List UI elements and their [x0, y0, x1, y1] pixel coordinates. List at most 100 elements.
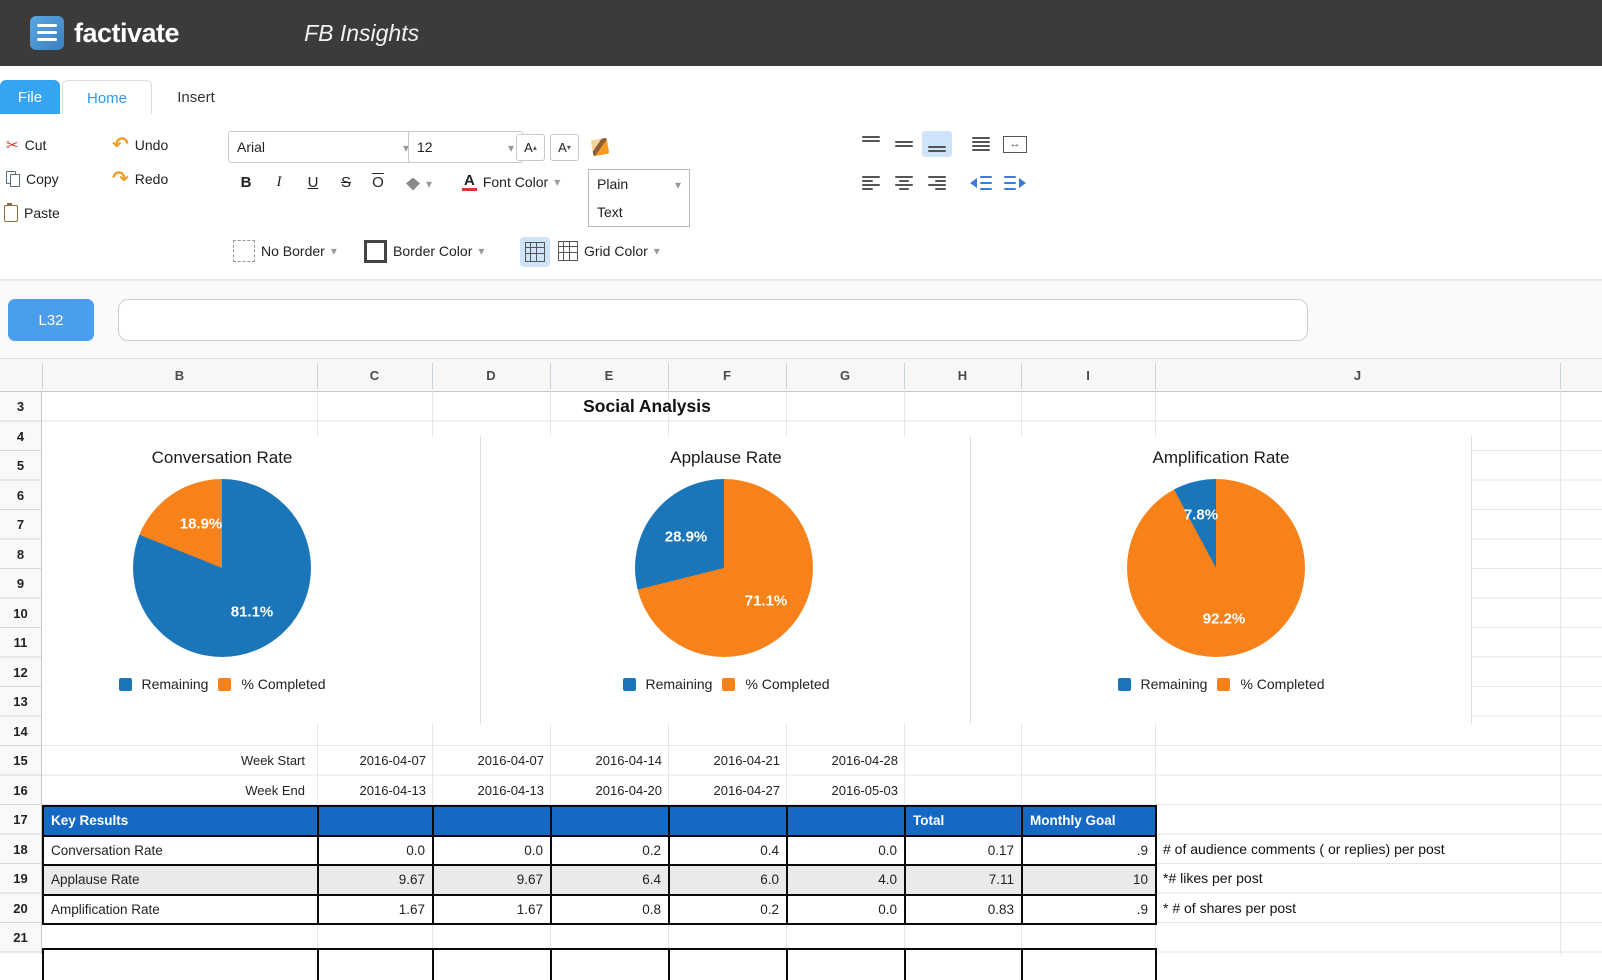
column-header-C[interactable]: C — [369, 368, 380, 383]
cell-note[interactable]: * # of shares per post — [1163, 899, 1297, 916]
row-header[interactable]: 3 — [16, 399, 25, 414]
bold-button[interactable]: B — [240, 174, 252, 191]
underline-button[interactable]: U — [307, 174, 319, 191]
cell-goal[interactable]: .9 — [1023, 895, 1157, 925]
row-header[interactable]: 7 — [16, 517, 25, 532]
cell-week-end-label[interactable]: Week End — [245, 782, 305, 798]
cell-value[interactable]: 0.8 — [552, 895, 670, 925]
row-header[interactable]: 16 — [13, 782, 28, 798]
cell-value[interactable]: 0.0 — [434, 836, 552, 866]
row-header[interactable]: 9 — [16, 576, 25, 591]
sheet-section-title[interactable]: Social Analysis — [583, 396, 711, 416]
cell-week-start[interactable]: 2016-04-07 — [477, 753, 545, 768]
border-color-button[interactable]: Border Color — [364, 239, 484, 263]
redo-button[interactable]: ↷ Redo — [112, 168, 169, 190]
cell-value[interactable]: 6.0 — [670, 866, 788, 896]
cell-value[interactable]: 6.4 — [552, 866, 670, 896]
indent-increase-button[interactable] — [1000, 170, 1030, 196]
cell[interactable] — [319, 807, 434, 837]
format-option-plain[interactable]: Plain — [589, 170, 689, 198]
row-header[interactable]: 6 — [16, 487, 25, 503]
cell-total[interactable]: 7.11 — [906, 866, 1023, 896]
column-header-D[interactable]: D — [486, 368, 496, 383]
cell-value[interactable]: 9.67 — [434, 866, 552, 896]
italic-button[interactable]: I — [276, 174, 282, 190]
fill-color-button[interactable] — [406, 172, 432, 196]
cell-week-end[interactable]: 2016-04-13 — [359, 782, 427, 798]
cell-week-end[interactable]: 2016-05-03 — [831, 782, 899, 798]
row-header[interactable]: 13 — [13, 694, 28, 709]
row-header[interactable]: 10 — [13, 605, 28, 621]
cell-week-start-label[interactable]: Week Start — [240, 753, 305, 768]
cell-value[interactable]: 4.0 — [788, 866, 906, 896]
column-header-G[interactable]: G — [839, 368, 851, 383]
text-overflow-button[interactable] — [1000, 131, 1030, 157]
show-grid-button[interactable] — [520, 237, 550, 267]
cell-reference-box[interactable]: L32 — [8, 299, 94, 341]
cell-value[interactable]: 1.67 — [319, 895, 434, 925]
cell-week-end[interactable]: 2016-04-20 — [595, 782, 663, 798]
cell-metric-label[interactable]: Applause Rate — [44, 866, 319, 896]
format-painter-button[interactable] — [590, 135, 610, 159]
overline-button[interactable]: O — [372, 174, 384, 191]
cell[interactable] — [552, 807, 670, 837]
row-header[interactable]: 17 — [13, 812, 28, 827]
align-left-button[interactable] — [856, 170, 886, 196]
cell-week-start[interactable]: 2016-04-07 — [359, 753, 427, 768]
row-header[interactable]: 21 — [13, 930, 28, 945]
row-header[interactable]: 11 — [13, 635, 28, 650]
column-header-E[interactable]: E — [604, 368, 614, 383]
cell-metric-label[interactable]: Conversation Rate — [44, 836, 319, 866]
vertical-align-middle-button[interactable] — [889, 131, 919, 157]
font-family-select[interactable]: Arial — [228, 131, 418, 163]
cell-value[interactable]: 0.2 — [552, 836, 670, 866]
row-header[interactable]: 5 — [16, 458, 25, 473]
row-header[interactable]: 8 — [16, 546, 25, 562]
column-header-H[interactable]: H — [957, 368, 968, 383]
align-center-button[interactable] — [889, 170, 919, 196]
row-header[interactable]: 15 — [13, 753, 28, 768]
cell[interactable] — [670, 807, 788, 837]
cell-goal[interactable]: 10 — [1023, 866, 1157, 896]
cell-total[interactable]: 0.83 — [906, 895, 1023, 925]
cell[interactable] — [788, 807, 906, 837]
formula-input[interactable] — [118, 299, 1308, 341]
cell-week-start[interactable]: 2016-04-14 — [595, 753, 663, 768]
row-header[interactable]: 20 — [13, 900, 28, 916]
font-color-button[interactable]: A Font Color — [462, 170, 560, 194]
cell-week-end[interactable]: 2016-04-13 — [477, 782, 545, 798]
cell-total-header[interactable]: Total — [906, 807, 1023, 837]
cell-key-results-header[interactable]: Key Results — [44, 807, 319, 837]
align-right-button[interactable] — [922, 170, 952, 196]
cell-week-end[interactable]: 2016-04-27 — [713, 782, 781, 798]
cell-note[interactable]: # of audience comments ( or replies) per… — [1163, 840, 1445, 857]
increase-font-size-button[interactable]: A — [516, 134, 545, 161]
row-header[interactable]: 18 — [13, 841, 28, 857]
cell-value[interactable]: 0.0 — [788, 895, 906, 925]
strikethrough-button[interactable]: S — [340, 174, 351, 191]
column-header-B[interactable]: B — [174, 368, 185, 383]
indent-decrease-button[interactable] — [966, 170, 996, 196]
cell-value[interactable]: 0.2 — [670, 895, 788, 925]
cell-value[interactable]: 0.0 — [788, 836, 906, 866]
tab-home[interactable]: Home — [62, 80, 152, 115]
tab-file[interactable]: File — [0, 80, 60, 114]
grid-color-button[interactable]: Grid Color — [558, 239, 660, 263]
vertical-align-top-button[interactable] — [856, 131, 886, 157]
vertical-align-bottom-button[interactable] — [922, 131, 952, 157]
no-border-button[interactable]: No Border — [233, 239, 337, 263]
cell-week-start[interactable]: 2016-04-21 — [713, 753, 781, 768]
undo-button[interactable]: ↶ Undo — [112, 134, 169, 156]
tab-insert[interactable]: Insert — [177, 88, 215, 106]
decrease-font-size-button[interactable]: A — [550, 134, 579, 161]
row-header[interactable]: 19 — [13, 871, 28, 886]
cut-button[interactable]: ✂ Cut — [6, 136, 47, 154]
cell-value[interactable]: 0.0 — [319, 836, 434, 866]
font-size-select[interactable]: 12 — [408, 131, 523, 163]
wrap-text-button[interactable] — [966, 131, 996, 157]
cell-monthly-goal-header[interactable]: Monthly Goal — [1023, 807, 1157, 837]
cell-value[interactable]: 0.4 — [670, 836, 788, 866]
cell-note[interactable]: *# likes per post — [1163, 870, 1263, 886]
cell-goal[interactable]: .9 — [1023, 836, 1157, 866]
row-header[interactable]: 4 — [16, 428, 25, 444]
